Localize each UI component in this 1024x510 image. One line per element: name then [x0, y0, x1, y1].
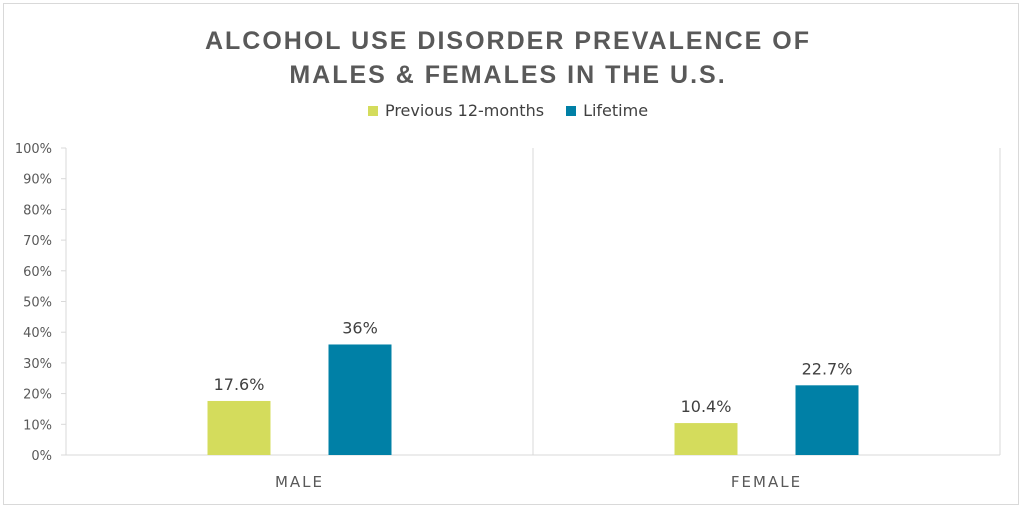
bar-male-previous-12-months	[207, 400, 271, 455]
chart-title-line-2: MALES & FEMALES IN THE U.S.	[289, 61, 727, 89]
legend-item-lifetime: Lifetime	[566, 101, 648, 120]
y-tick-label-2: 20%	[23, 388, 52, 403]
data-label-female-previous-12-months: 10.4%	[681, 397, 732, 416]
legend-item-previous-12-months: Previous 12-months	[367, 101, 545, 120]
chart-title-line-1: ALCOHOL USE DISORDER PREVALENCE OF	[204, 27, 811, 55]
category-label-female: FEMALE	[731, 473, 802, 491]
chart-legend: Previous 12-months Lifetime	[0, 101, 1016, 120]
data-label-female-lifetime: 22.7%	[802, 359, 853, 378]
legend-swatch-lifetime	[566, 105, 577, 116]
legend-label-lifetime: Lifetime	[583, 101, 649, 120]
y-tick-label-4: 40%	[23, 326, 52, 341]
category-label-male: MALE	[275, 473, 324, 491]
y-tick-label-1: 10%	[23, 418, 52, 433]
y-tick-label-0: 0%	[31, 449, 52, 464]
data-label-male-lifetime: 36%	[342, 318, 378, 337]
legend-label-previous-12-months: Previous 12-months	[384, 101, 545, 120]
bar-male-lifetime	[328, 344, 392, 455]
y-tick-label-9: 90%	[23, 173, 52, 188]
y-tick-label-5: 50%	[23, 296, 52, 311]
bar-female-lifetime	[795, 385, 859, 455]
y-tick-label-3: 30%	[23, 357, 52, 372]
bar-female-previous-12-months	[674, 423, 738, 455]
y-tick-label-10: 100%	[15, 142, 52, 157]
y-tick-label-8: 80%	[23, 203, 52, 218]
legend-swatch-previous-12-months	[367, 105, 378, 116]
y-tick-label-6: 60%	[23, 265, 52, 280]
chart-title: ALCOHOL USE DISORDER PREVALENCE OF MALES…	[0, 24, 1016, 92]
y-tick-label-7: 70%	[23, 234, 52, 249]
data-label-male-previous-12-months: 17.6%	[214, 375, 265, 394]
